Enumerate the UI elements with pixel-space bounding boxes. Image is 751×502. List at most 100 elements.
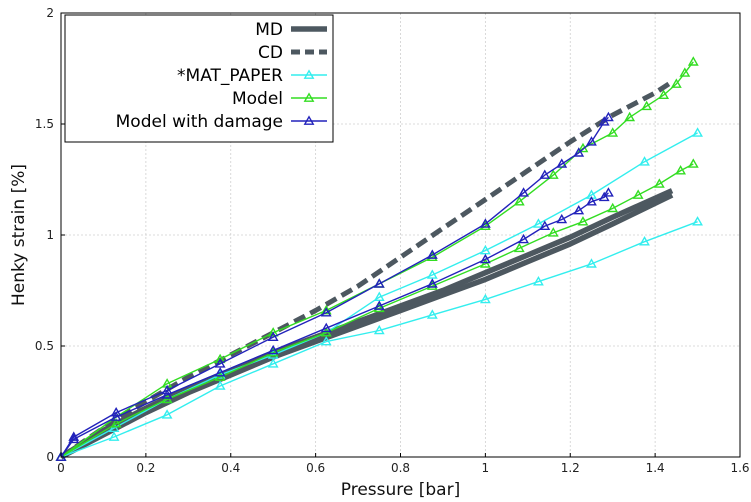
legend-label-cd: CD bbox=[258, 43, 283, 63]
series-model_damage-point bbox=[518, 187, 529, 197]
series-model-point bbox=[624, 111, 636, 122]
series-mat_paper-point bbox=[214, 369, 226, 379]
series-model-point bbox=[426, 280, 438, 290]
x-tick-label: 0.8 bbox=[391, 461, 410, 475]
series-model-point bbox=[110, 418, 122, 428]
series-model_damage-point bbox=[598, 116, 610, 126]
series-mat_paper-point bbox=[692, 216, 703, 226]
series-model_damage-point bbox=[161, 389, 173, 399]
legend-label-model: Model bbox=[232, 89, 283, 109]
series-model_damage-point bbox=[426, 249, 438, 259]
x-tick-label: 1.6 bbox=[730, 461, 749, 475]
series-cd-line-1 bbox=[59, 79, 674, 460]
series-model-point bbox=[653, 178, 665, 188]
series-model_damage-line-2 bbox=[60, 116, 609, 458]
series-md-line-2 bbox=[59, 188, 674, 460]
series-model-point bbox=[641, 100, 653, 111]
series-model-point bbox=[267, 347, 279, 357]
series-mat_paper-point bbox=[108, 422, 120, 432]
series-model-point bbox=[513, 242, 525, 253]
series-model_damage bbox=[55, 111, 614, 461]
series-model-point bbox=[607, 127, 619, 137]
series-model_damage-point bbox=[518, 233, 529, 244]
series-model_damage-point bbox=[426, 278, 438, 288]
series-model_damage-point bbox=[598, 191, 610, 202]
legend-marker-model_damage bbox=[303, 115, 315, 125]
series-lines bbox=[55, 56, 703, 461]
series-model-point bbox=[320, 327, 332, 337]
legend-marker-model bbox=[303, 92, 315, 102]
series-model-point bbox=[547, 227, 559, 237]
series-model-point bbox=[679, 67, 691, 77]
series-mat_paper-point bbox=[586, 258, 597, 268]
series-model_damage-point bbox=[603, 187, 614, 197]
series-model-point bbox=[632, 189, 644, 199]
series-model-point bbox=[373, 302, 385, 313]
legend-label-md: MD bbox=[255, 20, 283, 40]
y-tick-label: 2 bbox=[46, 6, 54, 20]
series-model_damage-point bbox=[556, 213, 568, 224]
series-model_damage-point bbox=[55, 451, 67, 461]
series-model-point bbox=[320, 304, 332, 315]
series-model_damage-point bbox=[110, 411, 122, 421]
series-model-point bbox=[479, 258, 491, 268]
y-tick-label: 0 bbox=[46, 450, 54, 464]
x-tick-label: 1.2 bbox=[561, 461, 580, 475]
x-tick-label: 1 bbox=[482, 461, 490, 475]
series-model-point bbox=[607, 202, 619, 213]
series-mat_paper-point bbox=[161, 409, 173, 419]
series-mat_paper-point bbox=[479, 293, 491, 304]
series-model-point bbox=[675, 165, 686, 175]
series-md bbox=[59, 188, 674, 460]
series-mat_paper-line-1 bbox=[60, 221, 698, 458]
series-model_damage-point bbox=[161, 384, 173, 395]
series-model_damage-point bbox=[267, 344, 279, 355]
series-model-line-1 bbox=[60, 163, 694, 458]
series-model_damage-point bbox=[68, 431, 80, 441]
series-model_damage-point bbox=[68, 433, 80, 444]
series-model_damage-point bbox=[479, 253, 491, 264]
x-tick-label: 0.2 bbox=[136, 461, 155, 475]
series-mat_paper-point bbox=[373, 291, 385, 302]
series-model-point bbox=[687, 56, 699, 66]
legend-box bbox=[64, 14, 334, 143]
y-tick-label: 1.5 bbox=[35, 117, 54, 131]
series-model-point bbox=[161, 393, 173, 404]
series-mat_paper-point bbox=[108, 431, 120, 441]
series-model_damage-point bbox=[603, 111, 614, 122]
series-model_damage-line-1 bbox=[60, 192, 609, 458]
series-model-point bbox=[687, 158, 699, 168]
axis-ticks: 0 0.2 0.4 0.6 0.8 1 1.2 1.4 1.6 0 0.5 1 1.5 2 bbox=[35, 6, 750, 475]
series-mat_paper-point bbox=[479, 244, 491, 255]
series-mat_paper-point bbox=[533, 276, 544, 286]
series-model_damage-point bbox=[320, 322, 332, 333]
series-model-point bbox=[547, 169, 559, 179]
legend-label-mat_paper: *MAT_PAPER bbox=[177, 66, 283, 86]
legend: MD CD *MAT_PAPER Model Model with damage bbox=[64, 14, 334, 143]
series-mat_paper-point bbox=[426, 309, 438, 319]
series-mat_paper-point bbox=[639, 236, 650, 246]
series-model-point bbox=[214, 371, 226, 381]
series-cd bbox=[59, 79, 674, 460]
series-mat_paper-point bbox=[214, 380, 226, 390]
x-tick-label: 0 bbox=[57, 461, 65, 475]
series-mat_paper-point bbox=[426, 269, 438, 279]
series-model_damage-point bbox=[556, 158, 568, 168]
series-mat_paper-point bbox=[533, 218, 544, 228]
series-mat_paper-point bbox=[639, 156, 650, 166]
series-model_damage-point bbox=[110, 406, 122, 417]
series-model-point bbox=[214, 353, 226, 364]
x-tick-label: 0.4 bbox=[221, 461, 240, 475]
series-model_damage-point bbox=[267, 331, 279, 341]
series-mat_paper-point bbox=[320, 335, 332, 346]
series-model_damage-point bbox=[373, 278, 385, 288]
series-model_damage-point bbox=[214, 358, 226, 368]
series-model-point bbox=[513, 196, 525, 206]
series-model_damage-point bbox=[539, 169, 551, 179]
series-model-point bbox=[658, 89, 670, 99]
x-axis-title: Pressure [bar] bbox=[341, 480, 460, 500]
y-axis-title: Henky strain [%] bbox=[9, 164, 29, 306]
series-model_damage-point bbox=[573, 204, 585, 215]
series-mat_paper-point bbox=[692, 127, 703, 137]
